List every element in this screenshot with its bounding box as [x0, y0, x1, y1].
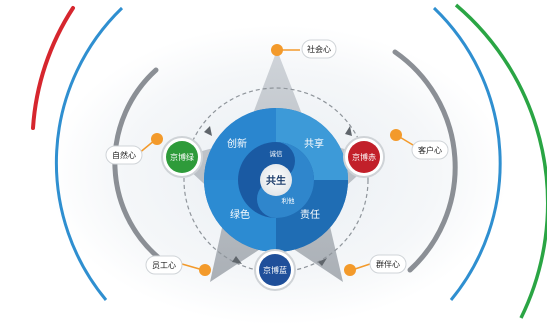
outer-arc-blue-right [432, 6, 502, 301]
heart-customer-dot [390, 129, 402, 141]
node-blue-disc [259, 254, 291, 286]
heart-partner-dot [344, 264, 356, 276]
node-red-disc [348, 141, 380, 173]
heart-nature-dot [151, 133, 163, 145]
bracket-right [392, 49, 458, 273]
heart-nature: 自然心 [105, 133, 163, 165]
heart-employee-dot [199, 264, 211, 276]
cycle-circle [183, 87, 369, 273]
cycle-arrow-3 [318, 258, 327, 266]
heart-society-pill [301, 39, 337, 59]
petal-label-responsibility: 责任 [300, 208, 320, 221]
petal-label-sharing: 共享 [304, 137, 324, 150]
node-green-disc [166, 141, 198, 173]
bracket-left [112, 67, 167, 265]
outer-arc-green [454, 3, 547, 319]
cycle-arrow-4 [232, 256, 242, 264]
node-blue: 京博蓝 [254, 249, 296, 291]
heart-partner: 群伴心 [344, 254, 407, 276]
node-green: 京博绿 [161, 136, 203, 178]
center-label: 共生 [266, 174, 286, 187]
heart-nature-pill [105, 145, 143, 165]
heart-nature-label: 自然心 [112, 150, 136, 160]
petal-label-green: 绿色 [230, 208, 250, 221]
heart-society-label: 社会心 [307, 44, 331, 54]
node-red-label: 京博赤 [352, 152, 376, 162]
heart-society-dot [271, 44, 283, 56]
heart-employee-pill [145, 255, 183, 275]
heart-employee: 员工心 [145, 255, 211, 276]
heart-customer-pill [411, 140, 449, 160]
heart-customer-label: 客户心 [418, 145, 442, 155]
core-tag-bottom: 利他 [282, 196, 296, 205]
outer-arc-red [31, 6, 75, 130]
node-blue-label: 京博蓝 [263, 265, 287, 275]
heart-partner-label: 群伴心 [376, 259, 400, 269]
cycle-arrow-2 [345, 126, 352, 136]
outer-arc-blue-left [54, 6, 124, 301]
core-tag-top: 诚信 [270, 149, 284, 158]
heart-partner-pill [369, 254, 407, 274]
node-red: 京博赤 [343, 136, 385, 178]
cycle-arrow-1 [204, 126, 212, 136]
petal-label-innovation: 创新 [227, 137, 247, 150]
heart-customer: 客户心 [390, 129, 449, 160]
heart-society: 社会心 [271, 39, 337, 59]
node-green-label: 京博绿 [170, 152, 194, 162]
core-disc [204, 108, 348, 252]
heart-employee-label: 员工心 [152, 261, 176, 270]
center-hub [260, 164, 292, 196]
